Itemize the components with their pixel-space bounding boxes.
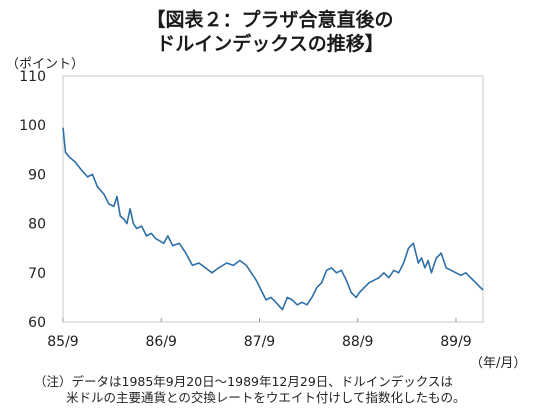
note-line1: （注）データは1985年9月20日～1989年12月29日、ドルインデックスは xyxy=(34,374,453,389)
plot-frame xyxy=(62,75,484,323)
y-tick-label: 60 xyxy=(28,315,46,331)
chart-title-line2: ドルインデックスの推移】 xyxy=(156,33,384,55)
x-tick-label: 85/9 xyxy=(47,334,78,350)
x-tick-label: 88/9 xyxy=(342,334,373,350)
x-axis-unit: （年/月） xyxy=(470,356,527,371)
x-tick-label: 87/9 xyxy=(244,334,275,350)
series-line xyxy=(62,127,484,311)
y-axis-unit: （ポイント） xyxy=(6,57,85,72)
x-tick-label: 86/9 xyxy=(146,334,177,350)
y-tick-label: 110 xyxy=(19,69,46,85)
y-tick-label: 100 xyxy=(19,118,46,134)
y-tick-label: 80 xyxy=(28,217,46,233)
y-tick-label: 70 xyxy=(28,266,46,282)
x-tick-label: 89/9 xyxy=(440,334,471,350)
chart-title-line1: 【図表２：プラザ合意直後の xyxy=(146,9,394,31)
y-tick-label: 90 xyxy=(28,167,46,183)
note-line2: 米ドルの主要通貨との交換レートをウエイト付けして指数化したもの。 xyxy=(66,390,466,405)
